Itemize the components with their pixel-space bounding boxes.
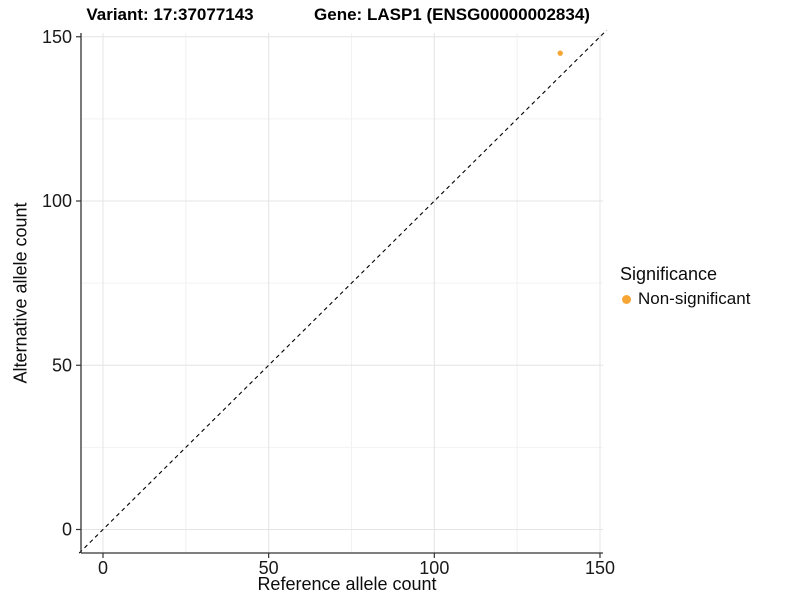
legend: Significance Non-significant bbox=[620, 264, 750, 309]
legend-title: Significance bbox=[620, 264, 718, 284]
x-axis-title: Reference allele count bbox=[257, 574, 437, 594]
y-tick-label: 100 bbox=[42, 191, 72, 211]
legend-item-label: Non-significant bbox=[638, 289, 751, 308]
y-axis-title: Alternative allele count bbox=[10, 202, 31, 384]
x-tick-label: 0 bbox=[98, 558, 108, 578]
legend-item: Non-significant bbox=[622, 289, 750, 309]
x-tick-label: 100 bbox=[419, 558, 449, 578]
identity-reference-line bbox=[78, 29, 608, 554]
legend-items: Non-significant bbox=[620, 289, 750, 309]
y-tick-label: 50 bbox=[52, 355, 72, 375]
x-tick-label: 50 bbox=[259, 558, 279, 578]
y-tick-label: 0 bbox=[62, 520, 72, 540]
legend-point-icon bbox=[622, 294, 631, 304]
variant-title: Variant: 17:37077143 bbox=[86, 5, 254, 24]
x-tick-label: 150 bbox=[585, 558, 615, 578]
data-point bbox=[557, 50, 563, 56]
gene-title: Gene: LASP1 (ENSG00000002834) bbox=[314, 5, 590, 24]
y-tick-label: 150 bbox=[42, 27, 72, 47]
